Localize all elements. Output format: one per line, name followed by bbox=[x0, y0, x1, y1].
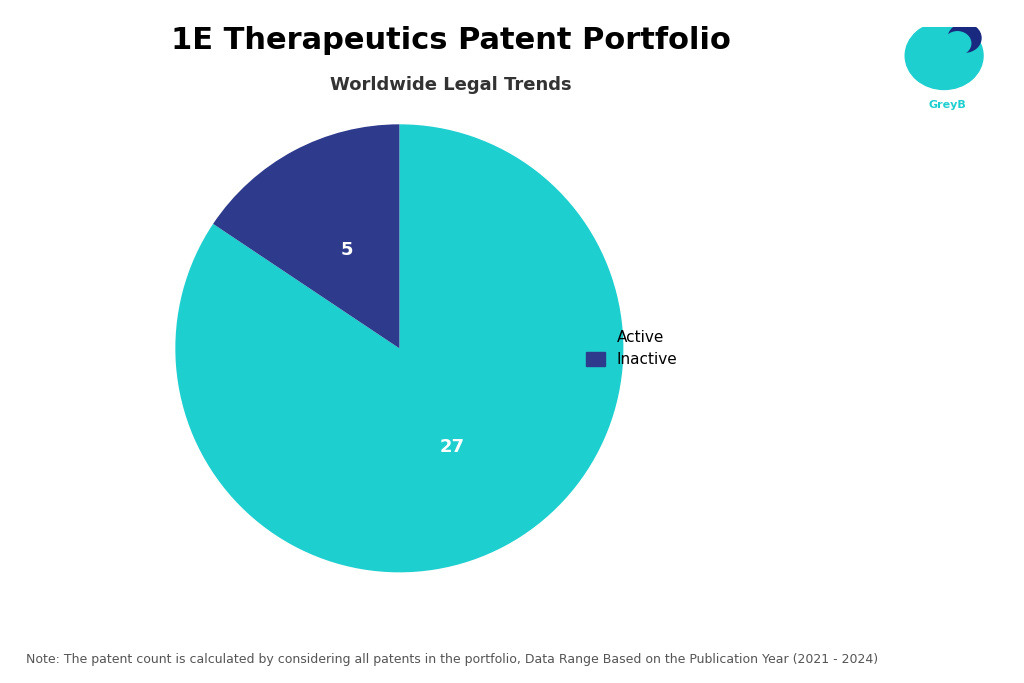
Text: GreyB: GreyB bbox=[929, 100, 966, 111]
Text: Worldwide Legal Trends: Worldwide Legal Trends bbox=[330, 76, 571, 94]
Text: Note: The patent count is calculated by considering all patents in the portfolio: Note: The patent count is calculated by … bbox=[26, 653, 878, 666]
Legend: Active, Inactive: Active, Inactive bbox=[586, 329, 678, 367]
Wedge shape bbox=[175, 124, 624, 572]
Circle shape bbox=[948, 24, 981, 52]
Text: 27: 27 bbox=[439, 438, 465, 456]
Text: 5: 5 bbox=[340, 240, 353, 259]
Circle shape bbox=[905, 22, 983, 89]
Circle shape bbox=[944, 32, 971, 55]
Wedge shape bbox=[213, 124, 399, 348]
Text: 1E Therapeutics Patent Portfolio: 1E Therapeutics Patent Portfolio bbox=[171, 27, 730, 55]
